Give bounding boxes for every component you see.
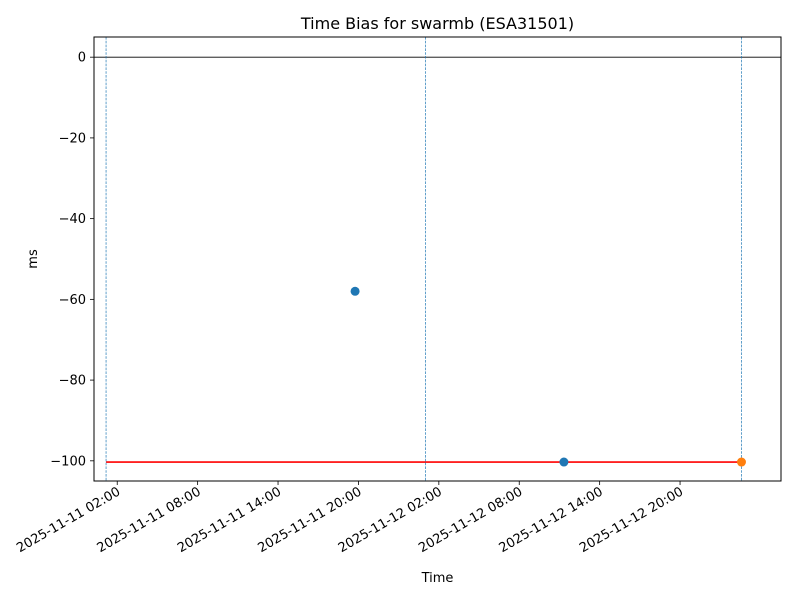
y-axis-label: ms [26,249,41,269]
data-point-series-1-0 [736,457,746,467]
y-tick-label: −60 [59,293,86,308]
y-tick-label: −20 [59,131,86,146]
data-point-series-0-0 [350,286,360,296]
chart-title: Time Bias for swarmb (ESA31501) [300,14,574,33]
y-tick-label: −80 [59,374,86,389]
axes-frame [93,36,782,482]
x-axis-label: Time [421,571,454,586]
y-tick-label: −40 [59,212,86,227]
data-point-series-0-1 [559,457,569,467]
y-tick-label: −100 [50,454,86,469]
y-tick-label: 0 [78,51,86,66]
